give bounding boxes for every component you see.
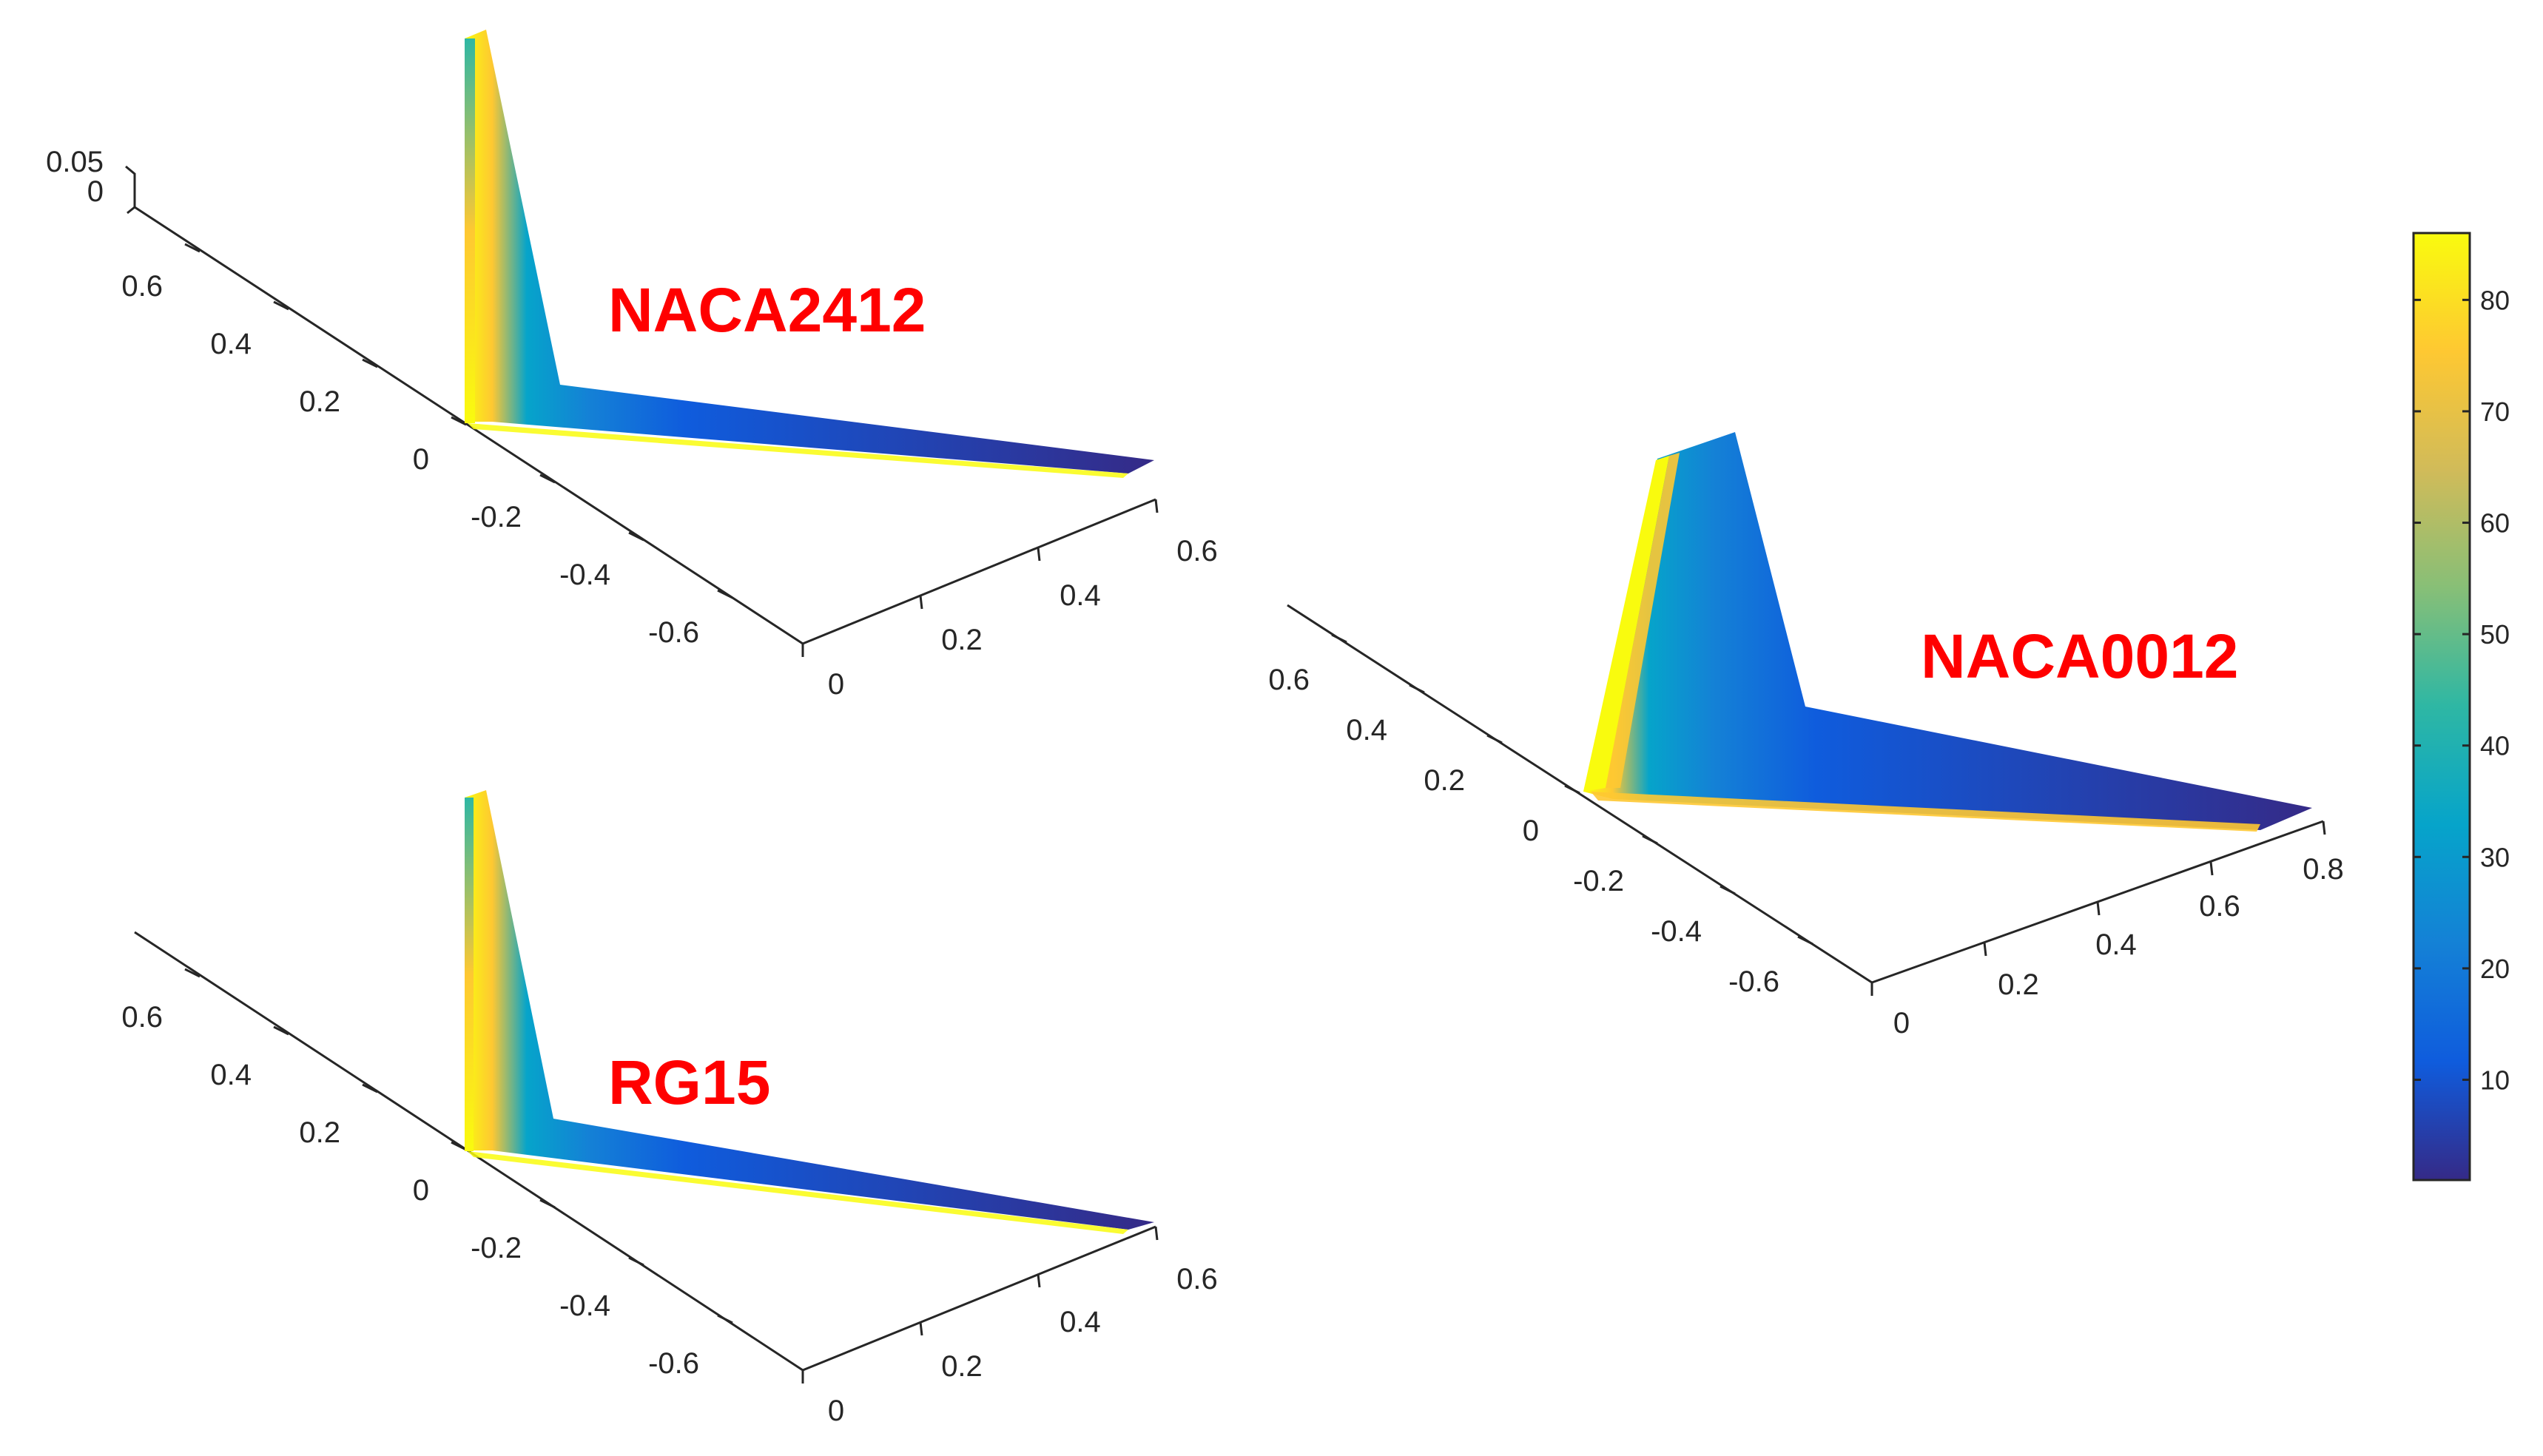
x-tick-mark <box>1037 1273 1041 1288</box>
y-tick-mark <box>1797 935 1813 946</box>
plot-rg15: 0.6 0.4 0.2 0 -0.2 -0.4 -0.6 0 0.2 0.4 0… <box>121 790 1218 1427</box>
x-tick-mark <box>919 595 923 610</box>
y-axis-line <box>134 206 804 645</box>
y-tick-label: -0.6 <box>648 1347 699 1380</box>
x-tick-mark <box>2322 820 2326 835</box>
x-tick-label: 0.8 <box>2303 853 2344 886</box>
airfoil-label: NACA0012 <box>1921 621 2239 691</box>
x-tick-label: 0.6 <box>1176 1263 1218 1295</box>
z-tick-label: 0.05 <box>46 146 104 178</box>
y-tick-mark <box>273 1025 289 1036</box>
y-tick-label: -0.4 <box>1651 915 1702 948</box>
y-tick-label: -0.6 <box>648 616 699 649</box>
colorbar-tick-label: 30 <box>2480 842 2510 872</box>
y-tick-label: 0.6 <box>1268 664 1310 696</box>
x-tick-label: 0 <box>1893 1007 1910 1039</box>
y-tick-label: 0 <box>413 443 429 476</box>
y-tick-label: -0.4 <box>559 1290 610 1322</box>
wing-surface <box>465 30 1154 478</box>
y-tick-mark <box>1564 784 1580 795</box>
x-tick-label: 0.2 <box>941 624 983 656</box>
x-tick-mark <box>2209 861 2214 876</box>
y-tick-mark <box>628 531 644 542</box>
y-tick-label: 0 <box>1523 815 1539 847</box>
colorbar-ticks: 10 20 30 40 50 60 70 80 <box>2414 285 2510 1095</box>
airfoil-label: NACA2412 <box>608 275 926 345</box>
colorbar-tick-label: 50 <box>2480 619 2510 650</box>
y-tick-mark <box>1486 734 1503 744</box>
plot-naca2412: 0.05 0 0.6 0.4 0.2 0 -0.2 -0.4 -0.6 0 0.… <box>46 30 1218 701</box>
colorbar-scale <box>2412 232 2471 1182</box>
y-tick-label: -0.2 <box>471 1232 522 1264</box>
z-tick-label: 0 <box>87 175 104 208</box>
colorbar-tick-label: 70 <box>2480 397 2510 427</box>
x-tick-mark <box>1983 942 1987 957</box>
x-tick-mark <box>1154 1226 1159 1241</box>
x-tick-label: 0.6 <box>2199 890 2240 923</box>
y-tick-mark <box>1409 684 1425 694</box>
y-tick-label: -0.4 <box>559 559 610 591</box>
y-tick-label: -0.2 <box>1573 865 1624 897</box>
wing-surface <box>1583 432 2312 832</box>
x-tick-mark <box>1037 547 1041 562</box>
y-tick-mark <box>184 968 201 978</box>
y-tick-label: 0.2 <box>299 385 340 418</box>
x-tick-label: 0 <box>828 668 844 701</box>
colorbar-tick-label: 20 <box>2480 954 2510 984</box>
y-tick-mark <box>362 358 378 368</box>
y-tick-mark <box>451 416 467 426</box>
y-axis-line <box>1287 604 1873 984</box>
colorbar-tick-label: 80 <box>2480 285 2510 315</box>
y-tick-mark <box>362 1083 378 1093</box>
y-tick-mark <box>273 300 289 311</box>
x-tick-label: 0.4 <box>1060 1306 1101 1338</box>
x-tick-label: 0.4 <box>2095 928 2137 961</box>
y-tick-mark <box>1331 633 1347 644</box>
wing-surface <box>465 790 1154 1234</box>
y-tick-mark <box>1720 885 1736 895</box>
y-tick-label: -0.6 <box>1728 965 1779 998</box>
y-tick-mark <box>184 243 201 253</box>
plot-naca0012: 0.6 0.4 0.2 0 -0.2 -0.4 -0.6 0 0.2 0.4 0… <box>1268 432 2344 1039</box>
x-tick-label: 0.6 <box>1176 535 1218 567</box>
y-tick-mark <box>628 1256 644 1267</box>
y-tick-mark <box>717 1314 733 1324</box>
y-tick-mark <box>1642 835 1658 845</box>
x-tick-label: 0.2 <box>1998 968 2039 1001</box>
z-tick-mark <box>127 206 135 215</box>
y-tick-mark <box>717 589 733 599</box>
colorbar: 10 20 30 40 50 60 70 80 <box>2412 232 2510 1182</box>
axes <box>125 165 1159 657</box>
y-tick-label: 0.4 <box>210 1059 252 1091</box>
y-tick-label: 0.6 <box>121 1001 163 1034</box>
x-axis-line <box>802 1225 1156 1372</box>
y-tick-label: 0.2 <box>299 1116 340 1149</box>
x-tick-mark <box>919 1321 923 1336</box>
y-tick-label: -0.2 <box>471 501 522 533</box>
x-tick-label: 0 <box>828 1395 844 1427</box>
colorbar-tick-label: 10 <box>2480 1065 2510 1095</box>
y-tick-mark <box>539 1199 556 1209</box>
y-tick-label: 0.4 <box>1346 714 1387 746</box>
x-tick-label: 0.4 <box>1060 579 1101 612</box>
y-tick-label: 0.4 <box>210 328 252 360</box>
colorbar-tick-label: 40 <box>2480 731 2510 761</box>
colorbar-tick-label: 60 <box>2480 508 2510 539</box>
y-tick-mark <box>539 473 556 484</box>
x-tick-mark <box>1154 499 1159 513</box>
y-tick-label: 0.2 <box>1424 764 1465 797</box>
x-axis-line <box>802 498 1156 645</box>
z-axis-line <box>125 165 136 207</box>
y-tick-label: 0.6 <box>121 270 163 303</box>
y-tick-label: 0 <box>413 1174 429 1207</box>
airfoil-label: RG15 <box>608 1048 770 1117</box>
y-tick-mark <box>451 1141 467 1151</box>
x-tick-mark <box>2096 901 2101 916</box>
x-tick-label: 0.2 <box>941 1350 983 1383</box>
axes <box>1287 604 2326 996</box>
